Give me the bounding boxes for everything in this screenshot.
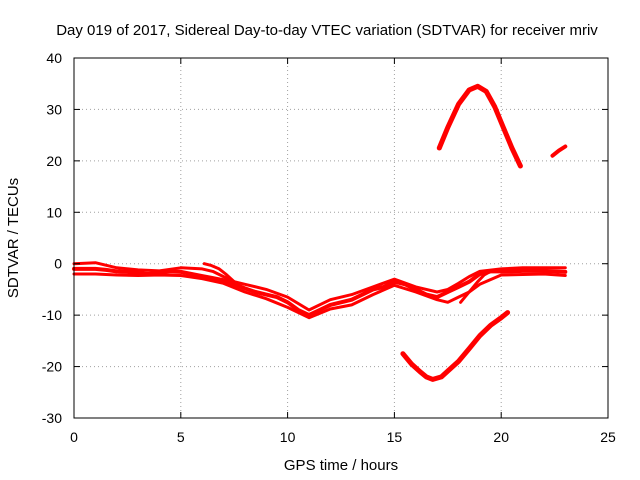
x-tick-label: 20 bbox=[493, 429, 509, 445]
y-tick-label: 40 bbox=[46, 50, 62, 66]
series-lower-arc bbox=[400, 310, 511, 382]
x-tick-label: 15 bbox=[387, 429, 403, 445]
y-axis-label: SDTVAR / TECUs bbox=[5, 178, 22, 298]
x-tick-label: 5 bbox=[177, 429, 185, 445]
y-tick-label: -20 bbox=[42, 359, 62, 375]
y-tick-label: -30 bbox=[42, 410, 62, 426]
y-tick-label: -10 bbox=[42, 307, 62, 323]
x-axis-label: GPS time / hours bbox=[284, 457, 398, 474]
series-upper-arc bbox=[436, 83, 523, 169]
y-tick-label: 30 bbox=[46, 101, 62, 117]
chart-title: Day 019 of 2017, Sidereal Day-to-day VTE… bbox=[56, 22, 598, 39]
x-tick-label: 25 bbox=[600, 429, 616, 445]
y-tick-label: 20 bbox=[46, 153, 62, 169]
grid bbox=[74, 58, 608, 418]
y-tick-label: 10 bbox=[46, 204, 62, 220]
series-band-lower-jitter bbox=[72, 272, 567, 320]
y-tick-label: 0 bbox=[54, 256, 62, 272]
x-tick-label: 10 bbox=[280, 429, 296, 445]
plot-frame bbox=[73, 57, 609, 419]
series-main-band bbox=[72, 266, 568, 318]
series-short-segment bbox=[550, 144, 568, 158]
x-tick-label: 0 bbox=[70, 429, 78, 445]
plot-area bbox=[72, 83, 568, 382]
series-spur-18h bbox=[459, 269, 492, 304]
series-spur-6h bbox=[202, 262, 236, 284]
series-band-upper-jitter bbox=[72, 261, 567, 312]
axis-ticks: 0 5 10 15 20 25 -30 -20 -10 0 10 20 30 40 bbox=[42, 50, 616, 445]
